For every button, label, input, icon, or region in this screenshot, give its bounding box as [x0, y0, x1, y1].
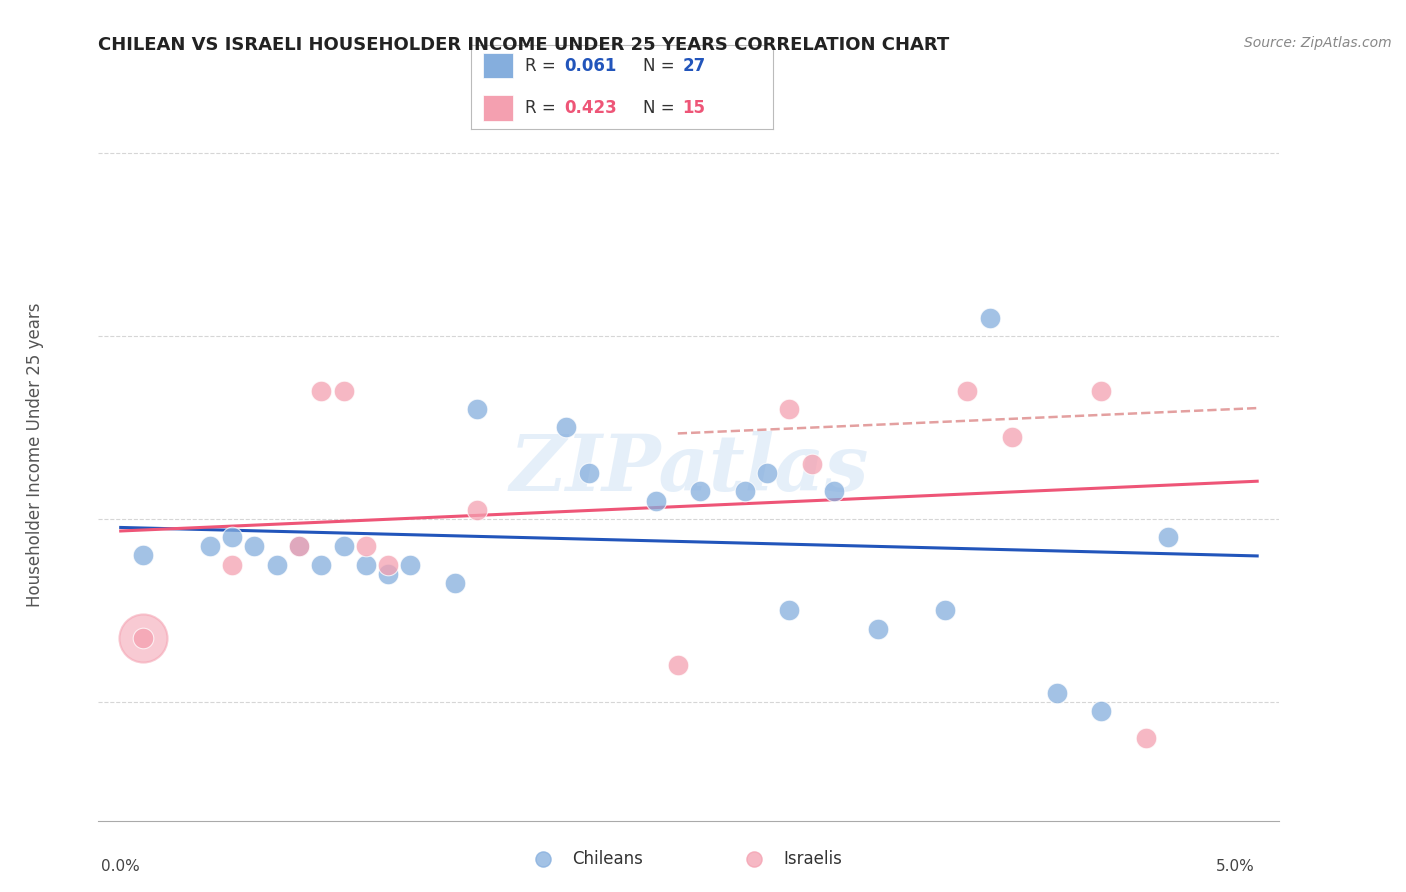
- Bar: [484, 95, 513, 120]
- Point: [288, 539, 311, 553]
- Text: 0.061: 0.061: [565, 57, 617, 75]
- Text: 27: 27: [683, 57, 706, 75]
- Point: [444, 576, 467, 591]
- Point: [666, 658, 689, 673]
- Point: [221, 558, 243, 572]
- Point: [755, 466, 778, 480]
- Point: [377, 558, 399, 572]
- Text: 0.423: 0.423: [565, 99, 617, 117]
- Point: [399, 558, 422, 572]
- Point: [132, 549, 155, 563]
- Point: [1135, 731, 1157, 746]
- Point: [332, 384, 354, 398]
- Point: [354, 539, 377, 553]
- Point: [465, 402, 488, 417]
- Text: 5.0%: 5.0%: [1216, 859, 1254, 874]
- Point: [309, 558, 332, 572]
- Point: [778, 402, 800, 417]
- Point: [221, 530, 243, 544]
- Text: N =: N =: [644, 99, 681, 117]
- Point: [1090, 384, 1112, 398]
- Text: CHILEAN VS ISRAELI HOUSEHOLDER INCOME UNDER 25 YEARS CORRELATION CHART: CHILEAN VS ISRAELI HOUSEHOLDER INCOME UN…: [98, 36, 949, 54]
- Text: N =: N =: [644, 57, 681, 75]
- Text: R =: R =: [526, 99, 561, 117]
- Point: [734, 484, 756, 499]
- Point: [868, 622, 890, 636]
- Text: Chileans: Chileans: [572, 849, 643, 868]
- Point: [555, 420, 578, 434]
- Point: [1157, 530, 1180, 544]
- Point: [288, 539, 311, 553]
- Point: [198, 539, 221, 553]
- Point: [309, 384, 332, 398]
- Text: R =: R =: [526, 57, 561, 75]
- Bar: [484, 54, 513, 78]
- Point: [689, 484, 711, 499]
- Point: [465, 503, 488, 517]
- Point: [742, 851, 765, 865]
- Point: [243, 539, 266, 553]
- Point: [354, 558, 377, 572]
- Text: Israelis: Israelis: [783, 849, 842, 868]
- Point: [332, 539, 354, 553]
- Point: [956, 384, 979, 398]
- Text: Householder Income Under 25 years: Householder Income Under 25 years: [27, 302, 44, 607]
- Point: [132, 631, 155, 645]
- Point: [1001, 430, 1024, 444]
- Point: [132, 631, 155, 645]
- Text: Source: ZipAtlas.com: Source: ZipAtlas.com: [1244, 36, 1392, 50]
- Point: [644, 493, 666, 508]
- Point: [578, 466, 600, 480]
- Point: [266, 558, 288, 572]
- Point: [979, 310, 1001, 325]
- Text: 15: 15: [683, 99, 706, 117]
- Point: [531, 851, 554, 865]
- Point: [778, 603, 800, 617]
- Point: [1090, 704, 1112, 718]
- Text: 0.0%: 0.0%: [101, 859, 141, 874]
- Point: [377, 566, 399, 581]
- Point: [934, 603, 956, 617]
- Point: [823, 484, 845, 499]
- Point: [1046, 685, 1069, 699]
- Text: ZIPatlas: ZIPatlas: [509, 432, 869, 508]
- Point: [800, 457, 823, 471]
